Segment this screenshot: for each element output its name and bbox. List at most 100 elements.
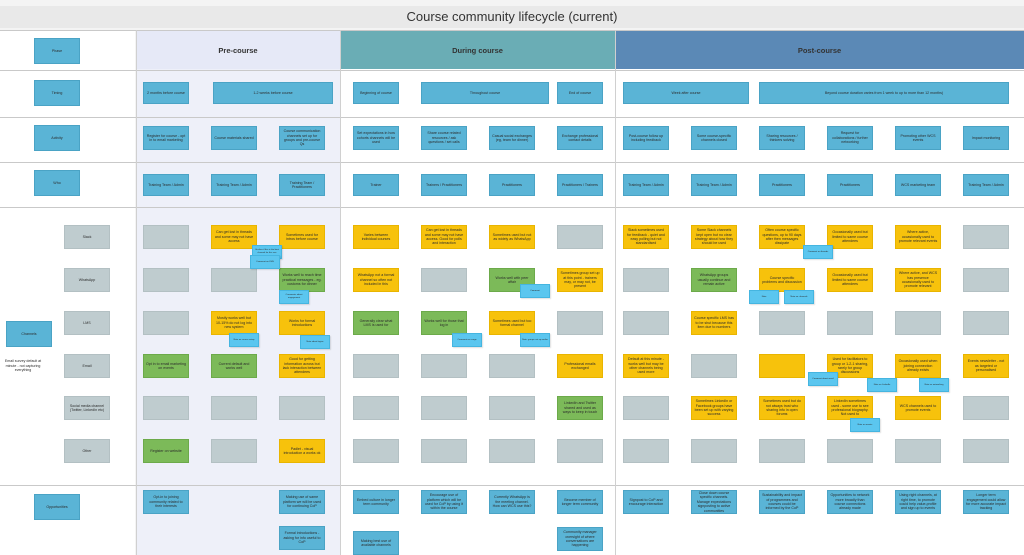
channel-label-3: Email xyxy=(64,354,110,378)
during-course-header-bg xyxy=(340,31,615,69)
row-divider xyxy=(0,207,1024,208)
post-course-header-bg xyxy=(615,31,1024,69)
channel-label-0: Slack xyxy=(64,225,110,249)
opportunity-card-7: Become member of longer term community xyxy=(557,490,603,514)
whatsapp-card-1 xyxy=(211,268,257,292)
email-card-6: Professional emails exchanged xyxy=(557,354,603,378)
who-card-5: Practitioners xyxy=(489,174,535,196)
lms-card-0 xyxy=(143,311,189,335)
timing-card-6: Beyond course duration varies from 1 wee… xyxy=(759,82,1009,104)
opportunity-card-3: Embed culture in longer term community xyxy=(353,490,399,514)
slack-card-3: Varies between individual courses xyxy=(353,225,399,249)
lms-card-5: Sometimes used but too formal channel xyxy=(489,311,535,335)
activity-card-7: Post-course follow up including feedback xyxy=(623,126,669,150)
row-header-activity: Activity xyxy=(34,125,80,151)
opportunity-card-10: Close down course specific channels. Man… xyxy=(691,490,737,514)
whatsapp-card-9: Course specific problems and discussion xyxy=(759,268,805,292)
channel-label-1: WhatsApp xyxy=(64,268,110,292)
channel-label-5: Other xyxy=(64,439,110,463)
sticky-note-11: Note on networking xyxy=(919,378,949,392)
other-card-0: Register on website xyxy=(143,439,189,463)
channel-label-4: Social media channel (Twitter, LinkedIn … xyxy=(64,396,110,420)
title-bar xyxy=(0,6,1024,28)
opportunity-card-9: Signpost to CoP and encourage interactio… xyxy=(623,490,669,514)
social-card-10: LinkedIn sometimes used - some use to se… xyxy=(827,396,873,420)
activity-card-1: Course materials shared xyxy=(211,126,257,150)
lms-card-1: Mostly works well but 10-15% do not log … xyxy=(211,311,257,335)
opportunity-card-12: Opportunities to network more broadly th… xyxy=(827,490,873,514)
who-card-9: Practitioners xyxy=(759,174,805,196)
social-card-12 xyxy=(963,396,1009,420)
lms-card-3: Generally clear what LMS is used for xyxy=(353,311,399,335)
who-card-3: Trainer xyxy=(353,174,399,196)
whatsapp-card-4 xyxy=(421,268,467,292)
row-divider xyxy=(0,117,1024,118)
activity-card-11: Promoting other WCS events xyxy=(895,126,941,150)
whatsapp-card-7 xyxy=(623,268,669,292)
slack-card-2: Sometimes used for intros before course xyxy=(279,225,325,249)
channel-label-2: LMS xyxy=(64,311,110,335)
slack-card-7: Slack sometimes used for feedback - quie… xyxy=(623,225,669,249)
timing-card-0: 2 months before course xyxy=(143,82,189,104)
who-card-7: Training Team / Admin xyxy=(623,174,669,196)
lms-card-9 xyxy=(759,311,805,335)
lms-card-2: Works for formal introductions xyxy=(279,311,325,335)
sticky-note-12: Note on events xyxy=(850,418,880,432)
pre-course-header-bg xyxy=(136,31,340,69)
lms-card-12 xyxy=(963,311,1009,335)
who-card-6: Practitioners / Trainers xyxy=(557,174,603,196)
who-card-4: Trainers / Practitioners xyxy=(421,174,467,196)
whatsapp-card-6: Sometimes group set up at this point - t… xyxy=(557,268,603,292)
email-card-1: Current default and works well xyxy=(211,354,257,378)
pre-course-zone xyxy=(136,30,340,555)
whatsapp-card-2: Works well to reach time practical messa… xyxy=(279,268,325,292)
other-card-8 xyxy=(691,439,737,463)
other-card-5 xyxy=(489,439,535,463)
social-card-6: LinkedIn and Twitter shared and used as … xyxy=(557,396,603,420)
opportunity-card-2: Formal introductions - asking for info u… xyxy=(279,526,325,550)
lms-card-7 xyxy=(623,311,669,335)
email-card-4 xyxy=(421,354,467,378)
row-divider xyxy=(0,30,1024,31)
opportunity-card-13: Using right channels, at right time, to … xyxy=(895,490,941,514)
lms-card-8: Course specific LMS has to be shut becau… xyxy=(691,311,737,335)
who-card-12: Training Team / Admin xyxy=(963,174,1009,196)
social-card-0 xyxy=(143,396,189,420)
timing-card-3: Throughout course xyxy=(421,82,549,104)
who-card-0: Training Team / Admin xyxy=(143,174,189,196)
activity-card-2: Course communication channels set up for… xyxy=(279,126,325,150)
social-card-5 xyxy=(489,396,535,420)
activity-card-9: Sharing resources / thinkers solving xyxy=(759,126,805,150)
other-card-2: Padlet - visual introduction a works ok xyxy=(279,439,325,463)
other-card-7 xyxy=(623,439,669,463)
social-card-2 xyxy=(279,396,325,420)
sticky-note-3: Comment xyxy=(520,284,550,298)
other-card-10 xyxy=(827,439,873,463)
slack-card-1: Can get lost in threads and some may not… xyxy=(211,225,257,249)
opportunity-card-0: Opt-in to joining community related to t… xyxy=(143,490,189,514)
row-header-channels: Channels xyxy=(6,321,52,347)
timing-card-4: End of course xyxy=(557,82,603,104)
whatsapp-card-12 xyxy=(963,268,1009,292)
whatsapp-card-8: WhatsApp groups usually continue and rem… xyxy=(691,268,737,292)
slack-card-12 xyxy=(963,225,1009,249)
other-card-9 xyxy=(759,439,805,463)
activity-card-3: Set expectations in how cohorts channels… xyxy=(353,126,399,150)
activity-card-5: Casual social exchanges (eg, team for di… xyxy=(489,126,535,150)
opportunity-card-4: Making best use of available channels xyxy=(353,531,399,555)
who-card-10: Practitioners xyxy=(827,174,873,196)
phase-during-course: During course xyxy=(452,46,503,55)
email-card-2: Good for getting information across but … xyxy=(279,354,325,378)
timing-card-1: 1-2 weeks before course xyxy=(213,82,333,104)
slack-card-0 xyxy=(143,225,189,249)
opportunity-card-8: Community manager oversight of where con… xyxy=(557,527,603,551)
slack-card-4: Can get lost in threads and some may not… xyxy=(421,225,467,249)
sticky-note-5: Note: groups set up earlier xyxy=(520,333,550,347)
other-card-12 xyxy=(963,439,1009,463)
column-divider xyxy=(340,30,341,555)
who-card-11: WCS marketing team xyxy=(895,174,941,196)
email-card-5 xyxy=(489,354,535,378)
who-card-1: Training Team / Admin xyxy=(211,174,257,196)
other-card-4 xyxy=(421,439,467,463)
row-header-who: Who xyxy=(34,170,80,196)
